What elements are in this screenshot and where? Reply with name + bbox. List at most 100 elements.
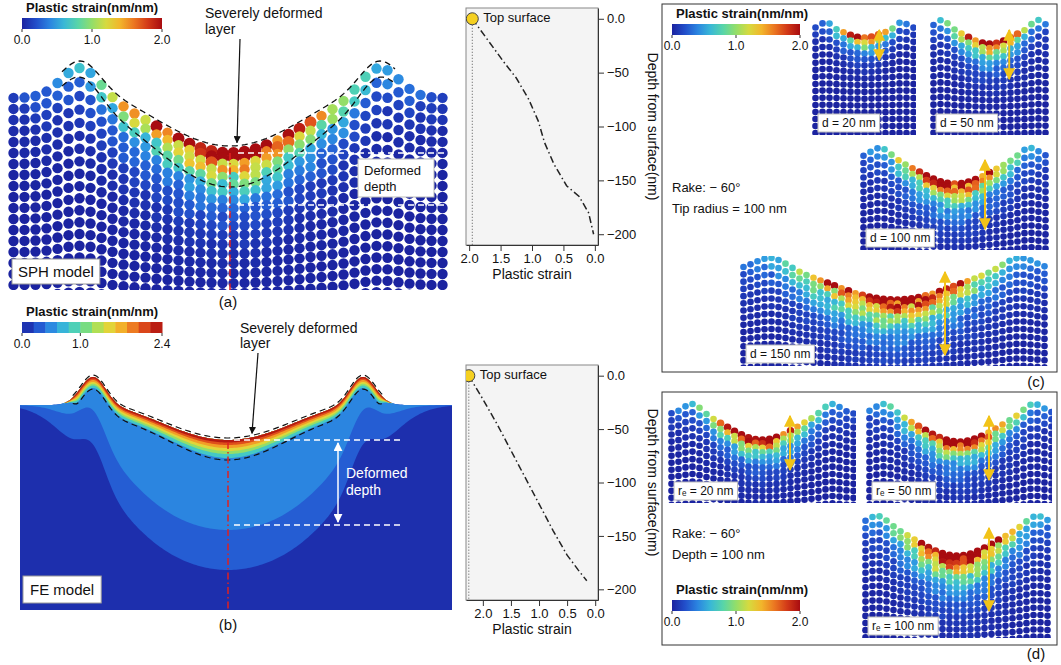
particle bbox=[1028, 29, 1035, 36]
particle bbox=[195, 287, 205, 290]
particle bbox=[371, 77, 381, 87]
particle bbox=[294, 274, 304, 284]
label-box bbox=[818, 114, 880, 132]
particle bbox=[349, 120, 359, 130]
particle bbox=[1007, 178, 1014, 185]
particle bbox=[909, 214, 916, 221]
particle bbox=[283, 178, 293, 188]
particle bbox=[782, 335, 789, 342]
colorbar-band bbox=[104, 322, 116, 333]
particle bbox=[107, 147, 117, 157]
particle bbox=[52, 163, 62, 173]
particle bbox=[360, 242, 370, 252]
particle bbox=[874, 145, 881, 152]
particle bbox=[272, 226, 282, 236]
particle bbox=[1028, 145, 1035, 152]
particle bbox=[1035, 164, 1042, 171]
particle bbox=[437, 104, 447, 114]
particle bbox=[796, 275, 803, 282]
particle bbox=[812, 31, 819, 38]
particle bbox=[882, 116, 889, 123]
particle bbox=[415, 279, 425, 289]
particle bbox=[1000, 187, 1007, 194]
particle bbox=[272, 286, 282, 290]
particle bbox=[1021, 27, 1028, 34]
particle bbox=[41, 223, 51, 233]
particle bbox=[250, 219, 260, 229]
particle bbox=[889, 32, 896, 39]
particle bbox=[868, 89, 875, 96]
particle bbox=[1035, 108, 1042, 115]
annotation: Top surface bbox=[483, 10, 550, 25]
particle bbox=[1021, 54, 1028, 61]
particle bbox=[261, 209, 271, 219]
particle bbox=[951, 53, 958, 60]
particle bbox=[902, 161, 909, 168]
particle bbox=[861, 69, 868, 76]
particle bbox=[349, 143, 359, 153]
particle bbox=[867, 149, 874, 156]
particle bbox=[874, 153, 881, 160]
particle bbox=[902, 167, 909, 174]
particle bbox=[833, 46, 840, 53]
particle bbox=[993, 189, 1000, 196]
particle bbox=[909, 247, 916, 250]
particle bbox=[217, 239, 227, 249]
particle bbox=[789, 279, 796, 286]
particle bbox=[52, 186, 62, 196]
particle bbox=[958, 49, 965, 56]
particle bbox=[902, 220, 909, 227]
tick: 2.0 bbox=[461, 245, 479, 266]
particle bbox=[426, 247, 436, 257]
colorbar-tick-label: 2.0 bbox=[792, 39, 809, 53]
particle bbox=[1028, 192, 1035, 199]
particle bbox=[740, 300, 747, 307]
particle bbox=[96, 199, 106, 209]
particle bbox=[782, 291, 789, 298]
colorbar-band bbox=[69, 322, 81, 333]
particle bbox=[958, 225, 965, 232]
particle bbox=[937, 219, 944, 226]
particle bbox=[338, 139, 348, 149]
particle bbox=[916, 191, 923, 198]
particle bbox=[910, 60, 916, 67]
particle bbox=[393, 87, 403, 97]
particle bbox=[404, 222, 414, 232]
particle bbox=[854, 56, 861, 63]
tick-mark bbox=[598, 127, 604, 128]
particle bbox=[294, 243, 304, 253]
particle bbox=[881, 178, 888, 185]
particle bbox=[840, 29, 847, 36]
particle bbox=[140, 160, 150, 170]
particle bbox=[867, 172, 874, 179]
particle bbox=[305, 283, 315, 290]
particle bbox=[52, 232, 62, 242]
particle bbox=[903, 59, 910, 66]
label-box bbox=[936, 114, 998, 132]
particle bbox=[930, 218, 937, 225]
particle bbox=[52, 127, 62, 137]
particle bbox=[426, 114, 436, 124]
particle bbox=[305, 273, 315, 283]
particle bbox=[1021, 163, 1028, 170]
particle bbox=[316, 178, 326, 188]
particle bbox=[958, 36, 965, 43]
particle bbox=[1021, 123, 1028, 130]
particle bbox=[305, 211, 315, 221]
particle bbox=[868, 95, 875, 102]
particle bbox=[316, 272, 326, 282]
particle bbox=[796, 310, 803, 317]
particle bbox=[327, 154, 337, 164]
particle bbox=[909, 208, 916, 215]
particle bbox=[817, 283, 824, 290]
annotation-line: Severely deformed bbox=[205, 5, 323, 21]
particle bbox=[847, 55, 854, 62]
particle bbox=[1007, 51, 1014, 58]
particle bbox=[817, 301, 824, 308]
particle bbox=[1042, 130, 1049, 135]
particle bbox=[63, 158, 73, 168]
particle bbox=[140, 151, 150, 161]
particle bbox=[747, 321, 754, 328]
colorbar-tick-label: 1.0 bbox=[72, 337, 89, 351]
plot-frame bbox=[466, 365, 598, 600]
